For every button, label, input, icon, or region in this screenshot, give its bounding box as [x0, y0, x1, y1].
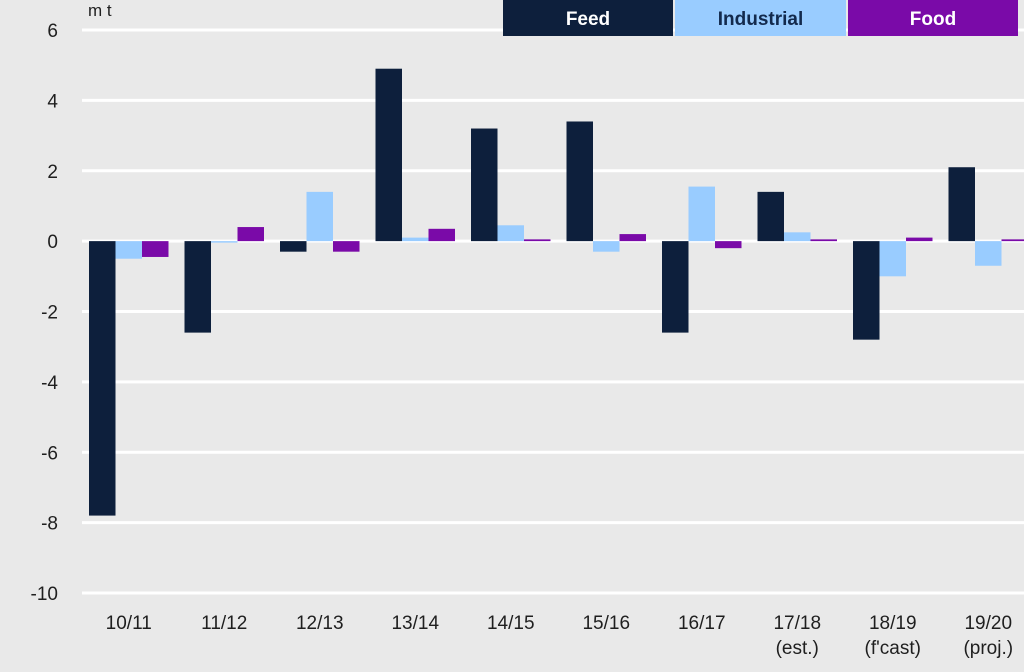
x-tick-label: 19/20	[964, 613, 1012, 634]
y-tick-label: -6	[41, 443, 58, 464]
legend-label-industrial: Industrial	[718, 9, 804, 30]
y-tick-label: 2	[47, 162, 58, 183]
x-tick-label: (proj.)	[963, 638, 1013, 659]
bar-feed	[757, 191, 784, 242]
x-tick-label: 17/18	[773, 613, 821, 634]
bar-industrial	[975, 241, 1002, 266]
y-tick-label: 4	[47, 91, 58, 112]
x-tick-label: 12/13	[296, 613, 344, 634]
bar-food	[810, 239, 837, 242]
bar-food	[428, 228, 455, 242]
y-axis-unit-label: m t	[88, 1, 112, 20]
bar-feed	[662, 241, 689, 333]
x-tick-label: (f'cast)	[865, 638, 921, 659]
bar-industrial	[402, 237, 429, 242]
bar-feed	[471, 128, 498, 242]
bar-industrial	[497, 225, 524, 242]
bar-food	[1001, 239, 1024, 242]
x-tick-label: 18/19	[869, 613, 917, 634]
bar-industrial	[784, 232, 811, 242]
legend-label-feed: Feed	[566, 9, 610, 30]
x-tick-label: 16/17	[678, 613, 726, 634]
y-tick-label: -4	[41, 373, 58, 394]
y-tick-label: -8	[41, 514, 58, 535]
legend-swatch-feed	[503, 0, 673, 36]
y-tick-label: 6	[47, 21, 58, 42]
bar-feed	[89, 241, 116, 516]
y-tick-label: 0	[47, 232, 58, 253]
bar-food	[619, 234, 646, 242]
bar-feed	[280, 241, 307, 252]
bar-feed	[184, 241, 211, 333]
bar-feed	[948, 167, 975, 242]
x-tick-label: 14/15	[487, 613, 535, 634]
x-tick-label: 11/12	[201, 613, 247, 634]
bar-industrial	[879, 241, 906, 277]
y-tick-label: -10	[31, 584, 58, 605]
bar-feed	[375, 68, 402, 242]
legend-label-food: Food	[910, 9, 956, 30]
x-tick-label: 15/16	[582, 613, 630, 634]
bar-industrial	[115, 241, 142, 259]
bar-food	[237, 227, 264, 242]
bar-food	[906, 237, 933, 242]
bar-industrial	[211, 241, 238, 243]
x-tick-label: 10/11	[106, 613, 152, 634]
y-axis-ticks: 6 4 2 0 -2 -4 -6 -8 -10	[31, 21, 59, 605]
bar-food	[142, 241, 169, 257]
bar-industrial	[306, 191, 333, 242]
legend: Feed Industrial Food	[503, 0, 1018, 36]
bar-food	[333, 241, 360, 252]
y-tick-label: -2	[41, 303, 58, 324]
legend-swatch-industrial	[675, 0, 846, 36]
bar-food	[524, 239, 551, 242]
gridlines	[82, 28, 1024, 595]
bar-industrial	[688, 186, 715, 242]
bar-feed	[853, 241, 880, 340]
x-axis-ticks: 10/11 11/12 12/13 13/14 14/15 15/16 16/17 17/18…	[106, 613, 1013, 659]
bars	[89, 68, 1024, 516]
bar-feed	[566, 121, 593, 242]
legend-swatch-food	[848, 0, 1018, 36]
x-tick-label: 13/14	[391, 613, 439, 634]
x-tick-label: (est.)	[776, 638, 819, 659]
bar-industrial	[593, 241, 620, 252]
bar-food	[715, 241, 742, 249]
